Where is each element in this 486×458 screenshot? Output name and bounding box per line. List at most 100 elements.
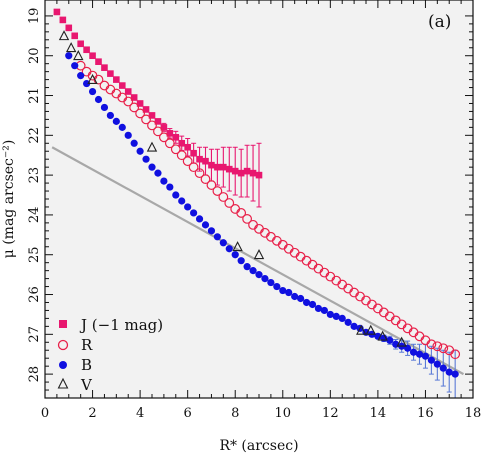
data-point-j — [59, 16, 67, 24]
y-tick-label: 21 — [27, 87, 42, 104]
panel-label: (a) — [428, 12, 451, 32]
data-point-b — [415, 350, 424, 358]
data-point-j — [101, 64, 108, 71]
legend-label-v: V — [80, 376, 93, 394]
legend-marker-r — [57, 339, 69, 351]
data-point-r — [236, 208, 247, 218]
y-tick-labels: 19 20 21 22 23 24 25 26 27 28 — [27, 8, 42, 383]
fit-line-layer — [51, 146, 465, 376]
data-point-v — [73, 50, 84, 61]
data-point-r — [432, 341, 443, 352]
data-point-b — [237, 257, 245, 265]
data-point-b — [249, 267, 257, 275]
data-point-b — [130, 139, 138, 147]
data-point-r — [242, 213, 253, 224]
data-point-b — [225, 245, 233, 253]
data-point-v — [356, 324, 367, 335]
data-point-b — [427, 356, 435, 364]
fit-line — [51, 146, 465, 376]
data-point-b — [65, 52, 73, 60]
data-point-j — [184, 143, 191, 151]
data-point-b — [213, 233, 221, 241]
data-point-j — [255, 171, 263, 179]
data-point-b — [297, 294, 305, 303]
x-tick-label: 2 — [88, 406, 96, 421]
x-tick-label: 6 — [184, 406, 192, 421]
data-point-j — [196, 155, 203, 163]
data-point-j — [142, 106, 150, 113]
data-point-r — [147, 120, 157, 131]
data-point-b — [409, 348, 418, 356]
data-point-v — [253, 249, 265, 260]
data-point-b — [94, 95, 103, 104]
data-point-r — [438, 343, 449, 354]
y-tick-label: 24 — [27, 207, 42, 224]
data-point-b — [231, 251, 239, 259]
x-axis-title: R* (arcsec) — [219, 438, 298, 454]
data-point-b — [421, 352, 430, 360]
data-point-r — [170, 144, 181, 155]
data-point-j — [113, 76, 120, 83]
data-point-b — [291, 292, 299, 301]
data-point-v — [377, 330, 388, 341]
data-point-b — [160, 177, 168, 185]
y-tick-label: 27 — [27, 326, 42, 343]
legend-label-j: J (−1 mag) — [79, 316, 163, 334]
data-point-v — [396, 336, 407, 347]
data-point-j — [118, 82, 126, 89]
data-point-b — [302, 298, 311, 307]
data-point-b — [195, 215, 204, 223]
data-point-b — [83, 79, 91, 88]
data-point-r — [194, 168, 205, 179]
data-point-b — [279, 286, 287, 295]
data-point-j — [77, 40, 84, 48]
data-point-b — [255, 271, 263, 279]
data-point-r — [426, 339, 437, 350]
data-point-j — [202, 157, 209, 165]
data-point-b — [332, 312, 340, 321]
data-point-b — [71, 62, 79, 70]
data-point-layer — [53, 8, 461, 378]
data-point-r — [123, 96, 134, 107]
data-point-b — [285, 288, 293, 297]
x-tick-label: 16 — [417, 406, 434, 421]
data-point-r — [206, 180, 217, 190]
data-point-v — [58, 30, 70, 41]
data-point-v — [65, 42, 77, 53]
data-point-j — [107, 70, 114, 77]
data-point-r — [93, 74, 104, 85]
data-point-b — [100, 103, 109, 112]
data-point-j — [172, 134, 180, 141]
data-point-j — [208, 161, 215, 169]
data-point-b — [261, 275, 269, 283]
x-tick-label: 0 — [41, 406, 49, 421]
data-point-b — [106, 111, 114, 120]
data-point-b — [219, 239, 227, 247]
x-tick-label: 8 — [231, 406, 239, 421]
data-point-r — [141, 114, 151, 125]
legend-label-r: R — [81, 336, 93, 354]
data-point-j — [71, 32, 79, 40]
data-point-j — [160, 124, 168, 131]
y-tick-label: 23 — [27, 167, 42, 184]
y-tick-label: 25 — [27, 246, 42, 263]
data-point-b — [178, 197, 186, 205]
data-point-r — [212, 186, 223, 196]
data-point-j — [65, 24, 73, 32]
data-point-b — [451, 370, 459, 378]
legend: J (−1 mag) R B V — [57, 316, 163, 394]
data-point-b — [273, 282, 281, 291]
data-point-j — [225, 165, 233, 173]
data-point-b — [77, 72, 85, 80]
data-point-r — [182, 156, 193, 167]
legend-marker-j — [59, 320, 67, 328]
x-tick-labels: 0 2 4 6 8 10 12 14 16 18 — [41, 406, 481, 421]
data-point-r — [158, 132, 169, 143]
legend-marker-b — [59, 361, 67, 369]
data-point-r — [450, 349, 461, 360]
data-point-b — [142, 155, 150, 163]
data-point-j — [83, 46, 90, 54]
data-point-b — [326, 310, 334, 319]
data-point-r — [188, 162, 199, 173]
